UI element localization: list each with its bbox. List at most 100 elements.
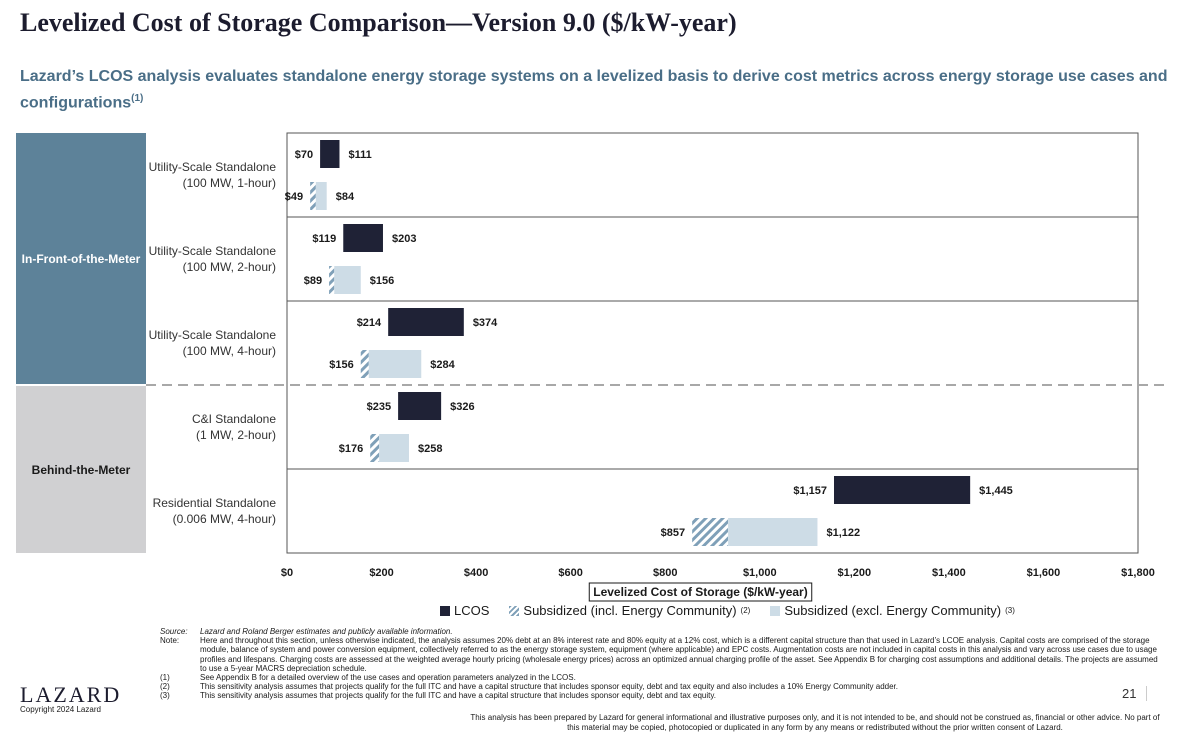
bar-subsidized-excl (368, 350, 422, 378)
bar-subsidized-excl (379, 434, 409, 462)
bar-subsidized-excl (728, 518, 818, 546)
note-key: (1) (160, 673, 170, 683)
row-label-name: Utility-Scale Standalone (148, 160, 276, 174)
note-general: Note: Here and throughout this section, u… (160, 636, 1160, 673)
bar-subsidized-incl (370, 434, 380, 462)
chart-legend: LCOS Subsidized (incl. Energy Community)… (440, 603, 1015, 618)
lazard-logo: LAZARD (20, 682, 122, 707)
bar-lcos (398, 392, 442, 420)
note-text: Here and throughout this section, unless… (200, 636, 1158, 673)
label-subsidized-high: $84 (336, 191, 355, 203)
legend-swatch-lcos (440, 605, 450, 616)
note-text: This sensitivity analysis assumes that p… (200, 691, 716, 701)
note-text: Lazard and Roland Berger estimates and p… (200, 627, 453, 636)
legend-swatch-subsidized-incl (509, 605, 520, 616)
row-label-spec: (100 MW, 4-hour) (182, 344, 276, 358)
x-tick-label: $1,800 (1121, 567, 1155, 579)
bar-subsidized-excl (315, 182, 327, 210)
row-label: Utility-Scale Standalone (100 MW, 4-hour) (146, 327, 276, 359)
x-tick-label: $200 (369, 567, 393, 579)
row-label: Utility-Scale Standalone (100 MW, 2-hour) (146, 243, 276, 275)
legend-footnote-2: (2) (740, 606, 751, 615)
row-label-name: Utility-Scale Standalone (148, 328, 276, 342)
row-label-name: Residential Standalone (152, 496, 276, 510)
label-subsidized-low: $49 (285, 191, 303, 203)
x-tick-label: $800 (653, 567, 677, 579)
note-key: (3) (160, 691, 170, 701)
subtitle-footnote-ref: (1) (131, 93, 144, 104)
bar-subsidized-incl (692, 518, 729, 546)
label-lcos-high: $111 (348, 149, 371, 161)
label-subsidized-high: $258 (418, 443, 442, 455)
label-subsidized-high: $1,122 (826, 527, 860, 539)
legend-swatch-subsidized-excl (770, 605, 781, 616)
label-subsidized-low: $156 (329, 359, 353, 371)
band-behind-the-meter: Behind-the-Meter (16, 386, 146, 553)
page-subtitle: Lazard’s LCOS analysis evaluates standal… (20, 66, 1170, 114)
legend-item-subsidized-excl: Subsidized (excl. Energy Community) (3) (770, 603, 1015, 618)
x-tick-label: $1,000 (743, 567, 777, 579)
note-text: See Appendix B for a detailed overview o… (200, 673, 576, 683)
page-title: Levelized Cost of Storage Comparison—Ver… (20, 8, 737, 37)
x-axis-title: Levelized Cost of Storage ($/kW-year) (593, 585, 807, 599)
x-tick-label: $1,200 (838, 567, 872, 579)
bar-lcos (388, 308, 464, 336)
x-axis-title-box (588, 582, 813, 602)
x-tick-label: $0 (281, 567, 293, 579)
plot-area (286, 132, 1139, 554)
label-lcos-low: $235 (367, 401, 391, 413)
subtitle-text: Lazard’s LCOS analysis evaluates standal… (20, 68, 1168, 112)
row-label-spec: (1 MW, 2-hour) (195, 428, 276, 442)
legend-label-subsidized-excl: Subsidized (excl. Energy Community) (784, 603, 1002, 618)
note-source: Source: Lazard and Roland Berger estimate… (160, 627, 1160, 636)
label-lcos-low: $1,157 (793, 485, 827, 497)
x-tick-label: $400 (464, 567, 488, 579)
footnotes: Source: Lazard and Roland Berger estimate… (160, 627, 1160, 701)
note-1: (1) See Appendix B for a detailed overvie… (160, 673, 1160, 682)
disclaimer: This analysis has been prepared by Lazar… (470, 713, 1160, 732)
row-label-spec: (100 MW, 1-hour) (182, 176, 276, 190)
copyright: Copyright 2024 Lazard (20, 705, 101, 714)
label-lcos-high: $326 (450, 401, 474, 413)
label-lcos-low: $70 (295, 149, 313, 161)
row-label: Utility-Scale Standalone (100 MW, 1-hour) (146, 159, 276, 191)
label-subsidized-low: $857 (661, 527, 685, 539)
label-subsidized-high: $156 (370, 275, 394, 287)
label-lcos-high: $1,445 (979, 485, 1013, 497)
note-key: (2) (160, 682, 170, 692)
bar-lcos (834, 476, 971, 504)
row-label: C&I Standalone (1 MW, 2-hour) (146, 411, 276, 443)
row-label-spec: (100 MW, 2-hour) (182, 260, 276, 274)
legend-item-subsidized-incl: Subsidized (incl. Energy Community) (2) (509, 603, 750, 618)
lcos-range-chart: $70 $111 $49 $84 $119 $203 $89 $156 $214 $374 $156… (146, 132, 1165, 602)
legend-label-lcos: LCOS (454, 603, 490, 618)
bar-subsidized-incl (329, 266, 335, 294)
label-lcos-high: $374 (473, 317, 498, 329)
bar-subsidized-incl (310, 182, 316, 210)
note-text: This sensitivity analysis assumes that p… (200, 682, 898, 692)
bar-subsidized-incl (360, 350, 369, 378)
note-key: Source: (160, 627, 188, 636)
row-label: Residential Standalone (0.006 MW, 4-hour) (146, 495, 276, 527)
label-lcos-low: $119 (312, 233, 336, 245)
legend-label-subsidized-incl: Subsidized (incl. Energy Community) (523, 603, 737, 618)
row-label-name: C&I Standalone (191, 412, 276, 426)
label-lcos-low: $214 (357, 317, 382, 329)
bar-lcos (343, 224, 383, 252)
row-label-spec: (0.006 MW, 4-hour) (172, 512, 276, 526)
x-tick-label: $1,600 (1027, 567, 1061, 579)
x-tick-label: $1,400 (932, 567, 966, 579)
label-subsidized-high: $284 (430, 359, 455, 371)
label-lcos-high: $203 (392, 233, 416, 245)
page-number: 21 (1122, 686, 1148, 701)
x-tick-label: $600 (558, 567, 582, 579)
label-subsidized-low: $89 (304, 275, 322, 287)
legend-item-lcos: LCOS (440, 603, 489, 618)
band-in-front-of-meter: In-Front-of-the-Meter (16, 133, 146, 384)
bar-lcos (320, 140, 340, 168)
row-label-name: Utility-Scale Standalone (148, 244, 276, 258)
label-subsidized-low: $176 (339, 443, 363, 455)
note-2: (2) This sensitivity analysis assumes tha… (160, 682, 1160, 691)
note-3: (3) This sensitivity analysis assumes tha… (160, 691, 1160, 700)
bar-subsidized-excl (334, 266, 361, 294)
